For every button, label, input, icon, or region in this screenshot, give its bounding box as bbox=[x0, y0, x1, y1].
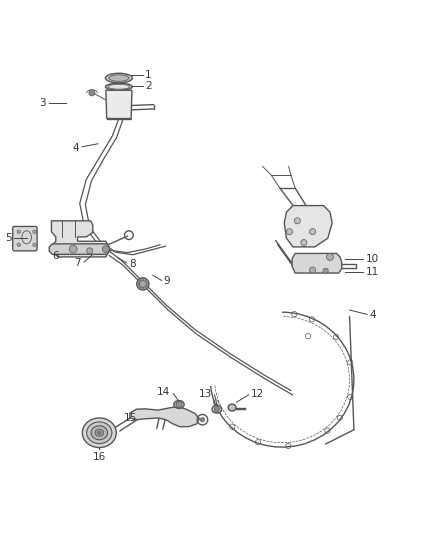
Circle shape bbox=[146, 282, 149, 285]
Polygon shape bbox=[130, 407, 199, 426]
Circle shape bbox=[145, 286, 148, 289]
Circle shape bbox=[89, 90, 95, 96]
Circle shape bbox=[176, 401, 182, 408]
Circle shape bbox=[310, 267, 316, 273]
Ellipse shape bbox=[174, 400, 184, 408]
Polygon shape bbox=[49, 244, 110, 254]
Circle shape bbox=[102, 246, 110, 253]
Text: 13: 13 bbox=[199, 389, 212, 399]
Text: 6: 6 bbox=[53, 251, 59, 261]
Text: 16: 16 bbox=[93, 453, 106, 462]
Text: 10: 10 bbox=[366, 254, 379, 264]
Circle shape bbox=[323, 268, 328, 273]
Text: 3: 3 bbox=[39, 98, 46, 108]
Circle shape bbox=[33, 230, 36, 233]
Text: 12: 12 bbox=[251, 389, 264, 399]
Circle shape bbox=[145, 279, 148, 282]
Circle shape bbox=[294, 218, 300, 224]
Circle shape bbox=[286, 229, 293, 235]
Circle shape bbox=[87, 248, 93, 254]
Circle shape bbox=[17, 230, 21, 233]
Text: 4: 4 bbox=[369, 310, 376, 320]
Text: 9: 9 bbox=[164, 276, 170, 286]
Circle shape bbox=[17, 243, 21, 246]
Ellipse shape bbox=[212, 405, 222, 413]
Text: 1: 1 bbox=[145, 70, 152, 80]
Circle shape bbox=[139, 280, 146, 287]
Ellipse shape bbox=[87, 422, 112, 443]
Ellipse shape bbox=[82, 418, 116, 448]
Text: 7: 7 bbox=[74, 259, 81, 269]
Ellipse shape bbox=[106, 83, 132, 90]
Polygon shape bbox=[292, 254, 342, 273]
Polygon shape bbox=[51, 221, 108, 257]
Text: 2: 2 bbox=[145, 82, 152, 91]
Ellipse shape bbox=[91, 426, 108, 440]
Circle shape bbox=[138, 279, 141, 282]
Circle shape bbox=[141, 278, 144, 280]
Circle shape bbox=[310, 229, 316, 235]
Circle shape bbox=[214, 407, 219, 412]
Circle shape bbox=[33, 243, 36, 246]
FancyBboxPatch shape bbox=[13, 227, 37, 251]
Text: 15: 15 bbox=[124, 413, 137, 423]
Ellipse shape bbox=[109, 75, 129, 82]
Circle shape bbox=[326, 254, 333, 261]
Circle shape bbox=[137, 282, 139, 285]
Circle shape bbox=[138, 286, 141, 289]
Polygon shape bbox=[106, 90, 132, 118]
Text: 11: 11 bbox=[366, 266, 379, 277]
Polygon shape bbox=[284, 206, 332, 247]
Ellipse shape bbox=[98, 431, 101, 434]
Text: 4: 4 bbox=[72, 143, 79, 152]
Text: 14: 14 bbox=[157, 387, 170, 397]
Ellipse shape bbox=[108, 84, 130, 89]
Text: 5: 5 bbox=[5, 233, 11, 243]
Circle shape bbox=[137, 278, 149, 290]
Circle shape bbox=[141, 287, 144, 290]
Circle shape bbox=[200, 417, 205, 422]
Circle shape bbox=[69, 245, 77, 253]
Ellipse shape bbox=[228, 404, 236, 411]
Circle shape bbox=[301, 239, 307, 246]
Ellipse shape bbox=[95, 429, 104, 436]
Ellipse shape bbox=[106, 73, 132, 83]
Text: 8: 8 bbox=[129, 259, 135, 269]
